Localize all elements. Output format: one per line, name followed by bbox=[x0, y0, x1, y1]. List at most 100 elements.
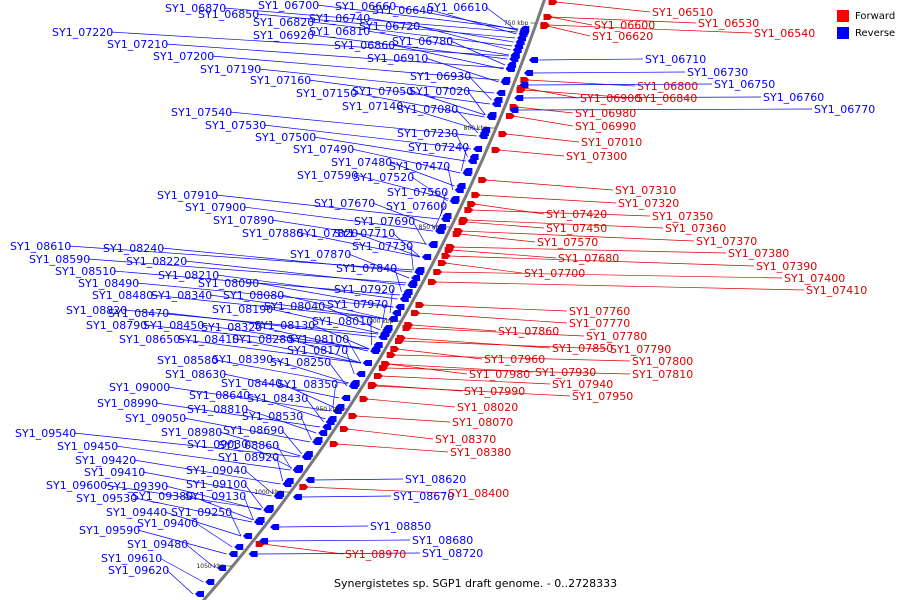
reverse-leader-line bbox=[313, 136, 466, 162]
reverse-gene-arrow bbox=[388, 316, 398, 322]
reverse-gene-label: SY1_07970 bbox=[327, 298, 388, 311]
reverse-gene-label: SY1_09030 bbox=[187, 438, 248, 451]
reverse-leader-line bbox=[447, 165, 454, 191]
reverse-gene-label: SY1_07890 bbox=[213, 214, 274, 227]
reverse-leader-line bbox=[166, 312, 377, 338]
reverse-gene-label: SY1_07050 bbox=[352, 85, 413, 98]
reverse-gene-label: SY1_08990 bbox=[97, 397, 158, 410]
reverse-gene-label: SY1_06730 bbox=[687, 66, 748, 79]
reverse-gene-label: SY1_06750 bbox=[714, 78, 775, 91]
reverse-gene-label: SY1_07590 bbox=[297, 169, 358, 182]
reverse-gene-label: SY1_08580 bbox=[157, 354, 218, 367]
reverse-leader-line bbox=[244, 483, 263, 509]
reverse-gene-label: SY1_09100 bbox=[186, 478, 247, 491]
reverse-gene-label: SY1_09600 bbox=[46, 479, 107, 492]
reverse-gene-arrow bbox=[486, 114, 496, 120]
forward-leader-line bbox=[448, 255, 755, 267]
forward-gene-label: SY1_07570 bbox=[537, 236, 598, 249]
reverse-gene-label: SY1_07710 bbox=[334, 227, 395, 240]
reverse-gene-label: SY1_08530 bbox=[242, 410, 303, 423]
reverse-leader-line bbox=[167, 386, 331, 412]
forward-leader-line bbox=[397, 348, 483, 360]
forward-gene-arrow bbox=[505, 113, 515, 119]
reverse-gene-label: SY1_06810 bbox=[309, 25, 370, 38]
reverse-gene-arrow bbox=[294, 465, 304, 471]
forward-gene-label: SY1_07010 bbox=[581, 136, 642, 149]
reverse-gene-arrow bbox=[449, 198, 459, 204]
reverse-gene-label: SY1_07140 bbox=[342, 100, 403, 113]
reverse-gene-label: SY1_08720 bbox=[422, 547, 483, 560]
reverse-leader-line bbox=[300, 415, 312, 441]
reverse-leader-line bbox=[164, 511, 242, 537]
genome-caption: Synergistetes sp. SGP1 draft genome. - 0… bbox=[334, 577, 617, 590]
forward-leader-lines bbox=[262, 1, 805, 555]
forward-gene-label: SY1_07760 bbox=[569, 305, 630, 318]
reverse-leader-line bbox=[68, 245, 414, 271]
scale-tick-label: 750 kbp bbox=[504, 20, 529, 27]
reverse-gene-arrow bbox=[195, 591, 205, 597]
forward-gene-label: SY1_07450 bbox=[546, 222, 607, 235]
reverse-gene-label: SY1_08690 bbox=[223, 424, 284, 437]
reverse-leader-line bbox=[355, 232, 421, 258]
forward-leader-line bbox=[547, 24, 753, 34]
reverse-gene-label: SY1_06660 bbox=[335, 0, 396, 13]
forward-leader-line bbox=[336, 443, 449, 453]
forward-gene-arrow bbox=[427, 279, 437, 285]
reverse-gene-label: SY1_08630 bbox=[165, 368, 226, 381]
reverse-gene-arrow bbox=[248, 551, 258, 557]
forward-leader-line bbox=[547, 25, 591, 37]
reverse-leader-line bbox=[279, 382, 334, 408]
forward-leader-line bbox=[474, 203, 545, 215]
reverse-leader-line bbox=[467, 90, 486, 116]
reverse-gene-arrow bbox=[528, 57, 538, 63]
legend-reverse-label: Reverse bbox=[855, 28, 895, 39]
reverse-gene-arrow bbox=[395, 304, 405, 310]
forward-gene-label: SY1_06600 bbox=[594, 19, 655, 32]
forward-leader-line bbox=[401, 340, 609, 350]
forward-gene-label: SY1_07350 bbox=[652, 210, 713, 223]
reverse-leader-line bbox=[367, 30, 509, 56]
reverse-gene-label: SY1_08610 bbox=[10, 240, 71, 253]
forward-gene-arrow bbox=[339, 426, 349, 432]
reverse-gene-label: SY1_06700 bbox=[258, 0, 319, 12]
forward-gene-label: SY1_06990 bbox=[575, 120, 636, 133]
forward-leader-line bbox=[523, 89, 635, 99]
reverse-gene-label: SY1_06820 bbox=[253, 16, 314, 29]
reverse-leader-line bbox=[245, 408, 317, 434]
forward-leader-line bbox=[465, 221, 545, 229]
reverse-leader-line bbox=[300, 495, 392, 498]
reverse-leader-line bbox=[355, 174, 449, 200]
scale-tick-label: 850 kbp bbox=[419, 224, 444, 231]
forward-gene-arrow bbox=[386, 352, 396, 358]
reverse-leader-line bbox=[215, 359, 349, 385]
reverse-leader-line bbox=[245, 443, 293, 469]
reverse-gene-arrow bbox=[383, 325, 393, 331]
reverse-leader-line bbox=[137, 529, 227, 555]
forward-gene-label: SY1_07950 bbox=[572, 390, 633, 403]
reverse-gene-arrow bbox=[505, 65, 515, 71]
forward-leader-line bbox=[444, 262, 523, 274]
reverse-gene-label: SY1_09440 bbox=[106, 506, 167, 519]
reverse-gene-label: SY1_08590 bbox=[29, 253, 90, 266]
reverse-leader-line bbox=[150, 294, 387, 320]
reverse-gene-label: SY1_08100 bbox=[288, 333, 349, 346]
reverse-gene-label: SY1_06930 bbox=[410, 70, 471, 83]
reverse-gene-label: SY1_08450 bbox=[143, 319, 204, 332]
forward-leader-line bbox=[453, 246, 727, 254]
forward-gene-arrow bbox=[348, 413, 358, 419]
reverse-gene-label: SY1_08650 bbox=[119, 333, 180, 346]
reverse-leader-line bbox=[281, 429, 303, 455]
reverse-gene-label: SY1_09250 bbox=[171, 506, 232, 519]
reverse-gene-label: SY1_08340 bbox=[151, 289, 212, 302]
reverse-leader-line bbox=[440, 191, 447, 217]
reverse-gene-arrow bbox=[217, 565, 227, 571]
reverse-gene-label: SY1_07020 bbox=[409, 85, 470, 98]
reverse-gene-label: SY1_08080 bbox=[223, 289, 284, 302]
reverse-gene-label: SY1_07230 bbox=[397, 127, 458, 140]
forward-leader-line bbox=[409, 327, 585, 337]
forward-leader-line bbox=[411, 324, 497, 332]
reverse-leader-line bbox=[381, 303, 387, 329]
forward-gene-arrow bbox=[444, 247, 454, 253]
forward-gene-arrow bbox=[367, 383, 377, 389]
